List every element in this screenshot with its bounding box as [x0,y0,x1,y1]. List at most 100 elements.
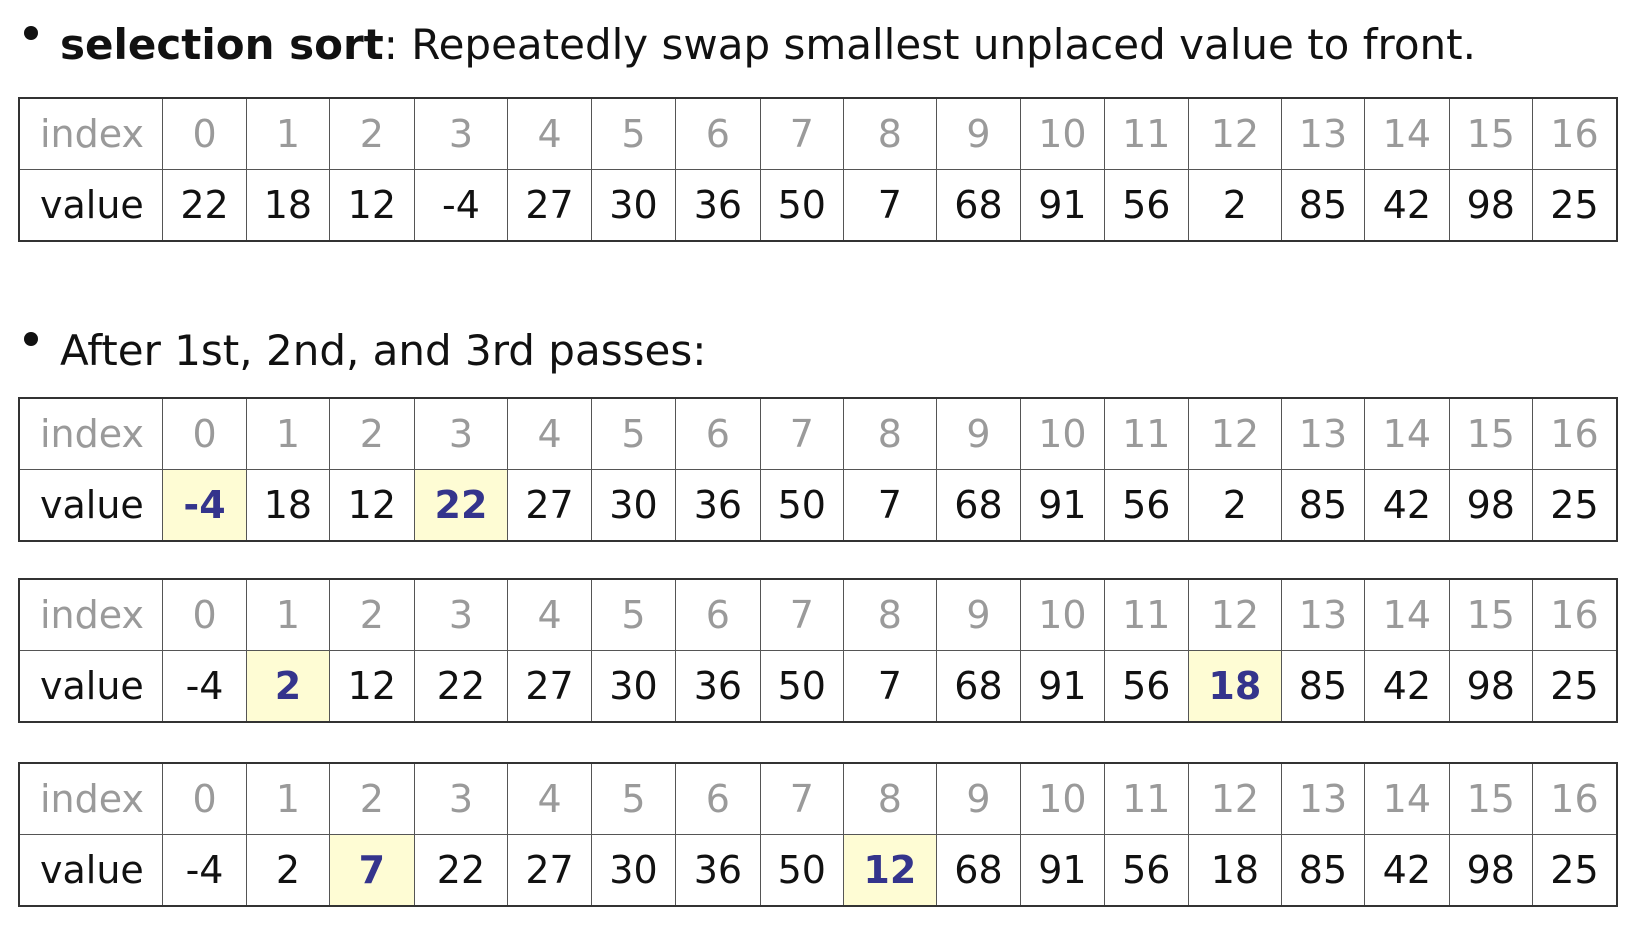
value-cell: 98 [1448,469,1533,542]
heading-text: : Repeatedly swap smallest unplaced valu… [383,20,1476,69]
value-row: value -4 2 7 22 27 30 36 50 12 68 91 56 18 85 42 98 25 [18,834,1618,907]
index-cell: 14 [1364,578,1450,651]
index-cell: 9 [935,397,1022,470]
value-cell: 56 [1103,650,1189,723]
value-cell: 50 [759,834,844,907]
array-table-pass1: index 0 1 2 3 4 5 6 7 8 9 10 11 12 13 14 15 16 value -4 18 12… [18,397,1618,542]
bullet-icon [24,26,38,40]
value-cell: 42 [1364,834,1450,907]
index-label: index [18,762,164,835]
index-row: index 0 1 2 3 4 5 6 7 8 9 10 11 12 13 14 15 16 [18,97,1618,170]
value-cell: 22 [413,650,509,723]
value-cell-swapped: 22 [413,469,509,542]
index-cell: 5 [590,578,677,651]
index-cell: 11 [1103,97,1189,170]
value-label: value [18,169,164,242]
value-cell: 2 [245,834,331,907]
index-cell: 5 [590,97,677,170]
value-cell-swapped: 18 [1187,650,1282,723]
value-cell: 36 [675,650,761,723]
index-cell: 11 [1103,397,1189,470]
value-cell: 25 [1531,834,1618,907]
index-cell: 7 [759,762,844,835]
value-cell: 18 [1187,834,1282,907]
value-cell: 18 [245,469,331,542]
value-cell: 50 [759,469,844,542]
index-cell: 12 [1187,762,1282,835]
index-cell: 11 [1103,578,1189,651]
index-cell: 7 [759,578,844,651]
value-cell: 98 [1448,169,1533,242]
index-label: index [18,397,164,470]
heading-term: selection sort [60,20,384,69]
value-cell: 30 [590,834,677,907]
value-cell: 25 [1531,650,1618,723]
value-cell-swapped: 2 [245,650,331,723]
index-label: index [18,578,164,651]
value-cell: 42 [1364,469,1450,542]
value-cell: 7 [842,650,937,723]
value-cell: 36 [675,834,761,907]
index-row: index 0 1 2 3 4 5 6 7 8 9 10 11 12 13 14 15 16 [18,762,1618,835]
value-cell: 27 [507,834,592,907]
value-cell: 22 [162,169,247,242]
index-cell: 10 [1020,578,1105,651]
index-cell: 6 [675,97,761,170]
value-cell: 22 [413,834,509,907]
value-cell: 2 [1187,469,1282,542]
index-cell: 16 [1531,762,1618,835]
index-cell: 13 [1280,578,1366,651]
index-cell: 1 [245,762,331,835]
value-cell: 56 [1103,169,1189,242]
value-cell: 68 [935,469,1022,542]
array-table-initial: index 0 1 2 3 4 5 6 7 8 9 10 11 12 13 14 15 16 value 22 18 12… [18,97,1618,242]
index-cell: 8 [842,578,937,651]
index-cell: 8 [842,97,937,170]
index-cell: 14 [1364,97,1450,170]
array-table-pass2: index 0 1 2 3 4 5 6 7 8 9 10 11 12 13 14 15 16 value -4 2 12 2… [18,578,1618,723]
index-cell: 4 [507,762,592,835]
index-cell: 0 [162,397,247,470]
index-cell: 7 [759,97,844,170]
value-cell: 27 [507,650,592,723]
value-cell: 50 [759,650,844,723]
index-cell: 10 [1020,762,1105,835]
value-cell: 91 [1020,834,1105,907]
value-label: value [18,834,164,907]
value-cell: 30 [590,169,677,242]
heading-line: selection sort: Repeatedly swap smallest… [24,24,1476,66]
value-cell: 25 [1531,169,1618,242]
index-cell: 4 [507,97,592,170]
value-cell: 68 [935,834,1022,907]
index-cell: 2 [329,97,415,170]
value-row: value -4 2 12 22 27 30 36 50 7 68 91 56 18 85 42 98 25 [18,650,1618,723]
array-table-pass3: index 0 1 2 3 4 5 6 7 8 9 10 11 12 13 14 15 16 value -4 2 7 22… [18,762,1618,907]
value-cell: 18 [245,169,331,242]
index-cell: 16 [1531,397,1618,470]
value-cell: 42 [1364,169,1450,242]
value-cell: 98 [1448,650,1533,723]
value-cell: 56 [1103,834,1189,907]
value-row: value 22 18 12 -4 27 30 36 50 7 68 91 56 2 85 42 98 25 [18,169,1618,242]
index-cell: 9 [935,97,1022,170]
index-cell: 0 [162,97,247,170]
value-cell: 36 [675,469,761,542]
index-cell: 0 [162,762,247,835]
index-cell: 11 [1103,762,1189,835]
index-row: index 0 1 2 3 4 5 6 7 8 9 10 11 12 13 14 15 16 [18,397,1618,470]
value-cell: 36 [675,169,761,242]
value-cell-swapped: 7 [329,834,415,907]
value-cell: -4 [162,650,247,723]
index-cell: 10 [1020,397,1105,470]
value-row: value -4 18 12 22 27 30 36 50 7 68 91 56 2 85 42 98 25 [18,469,1618,542]
index-cell: 10 [1020,97,1105,170]
index-cell: 5 [590,762,677,835]
value-cell: 85 [1280,169,1366,242]
value-cell-swapped: 12 [842,834,937,907]
value-cell: 7 [842,469,937,542]
index-cell: 2 [329,578,415,651]
value-cell: 85 [1280,650,1366,723]
value-cell: 25 [1531,469,1618,542]
index-cell: 4 [507,397,592,470]
index-cell: 0 [162,578,247,651]
